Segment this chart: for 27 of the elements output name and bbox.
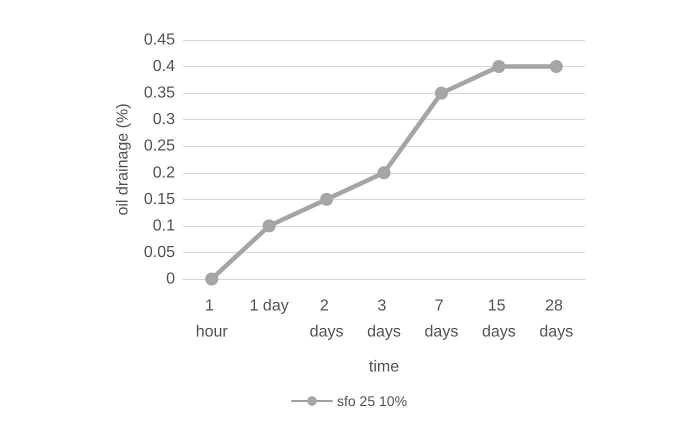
point: [550, 60, 563, 74]
y-tick-label: 0.1: [152, 217, 176, 234]
x-tick-label: 7 days: [424, 298, 458, 340]
point: [492, 60, 506, 74]
y-tick-label: 0.2: [152, 164, 176, 182]
x-axis-title: time: [368, 358, 400, 376]
y-tick-label: 0.4: [152, 58, 176, 76]
x-tick-label: 1 day: [250, 298, 289, 314]
x-tick-label: 15 days: [482, 298, 516, 340]
point: [205, 272, 218, 286]
y-tick-label: 0: [166, 270, 176, 288]
y-tick-label: 0.05: [144, 244, 176, 261]
y-tick-label: 0.25: [144, 138, 176, 155]
legend-label: sfo 25 10%: [336, 393, 408, 409]
point: [320, 192, 334, 206]
point: [378, 166, 390, 180]
x-tick-label: 1 hour: [196, 298, 228, 340]
y-tick-label: 0.35: [144, 84, 176, 102]
y-axis-title: oil drainage (%): [114, 103, 132, 216]
point: [262, 219, 276, 232]
x-tick-label: 28 days: [539, 298, 574, 340]
point: [434, 86, 448, 100]
y-tick-label: 0.45: [144, 32, 176, 48]
x-tick-label: 2 days: [310, 298, 344, 340]
y-tick-label: 0.3: [152, 111, 176, 128]
x-tick-label: 3 days: [367, 298, 401, 340]
y-tick-label: 0.15: [144, 190, 176, 208]
